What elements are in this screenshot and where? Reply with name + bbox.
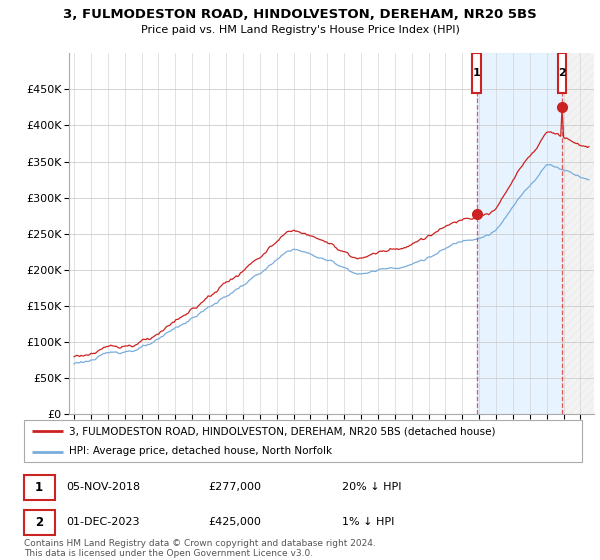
Text: HPI: Average price, detached house, North Norfolk: HPI: Average price, detached house, Nort… xyxy=(68,446,332,456)
Text: 05-NOV-2018: 05-NOV-2018 xyxy=(66,482,140,492)
Text: £277,000: £277,000 xyxy=(208,482,261,492)
Text: 20% ↓ HPI: 20% ↓ HPI xyxy=(342,482,401,492)
Text: 2: 2 xyxy=(35,516,43,529)
Text: 3, FULMODESTON ROAD, HINDOLVESTON, DEREHAM, NR20 5BS (detached house): 3, FULMODESTON ROAD, HINDOLVESTON, DEREH… xyxy=(68,426,495,436)
Bar xyxy=(24,510,55,535)
Text: 1: 1 xyxy=(473,68,481,78)
Bar xyxy=(562,53,598,414)
Text: £425,000: £425,000 xyxy=(208,517,261,527)
Bar xyxy=(476,53,562,414)
FancyBboxPatch shape xyxy=(472,53,481,93)
Text: 1% ↓ HPI: 1% ↓ HPI xyxy=(342,517,394,527)
Text: Contains HM Land Registry data © Crown copyright and database right 2024.
This d: Contains HM Land Registry data © Crown c… xyxy=(24,539,376,558)
Bar xyxy=(24,475,55,500)
Text: Price paid vs. HM Land Registry's House Price Index (HPI): Price paid vs. HM Land Registry's House … xyxy=(140,25,460,35)
Text: 1: 1 xyxy=(35,480,43,494)
FancyBboxPatch shape xyxy=(558,53,566,93)
Text: 01-DEC-2023: 01-DEC-2023 xyxy=(66,517,139,527)
Text: 3, FULMODESTON ROAD, HINDOLVESTON, DEREHAM, NR20 5BS: 3, FULMODESTON ROAD, HINDOLVESTON, DEREH… xyxy=(63,8,537,21)
Text: 2: 2 xyxy=(559,68,566,78)
